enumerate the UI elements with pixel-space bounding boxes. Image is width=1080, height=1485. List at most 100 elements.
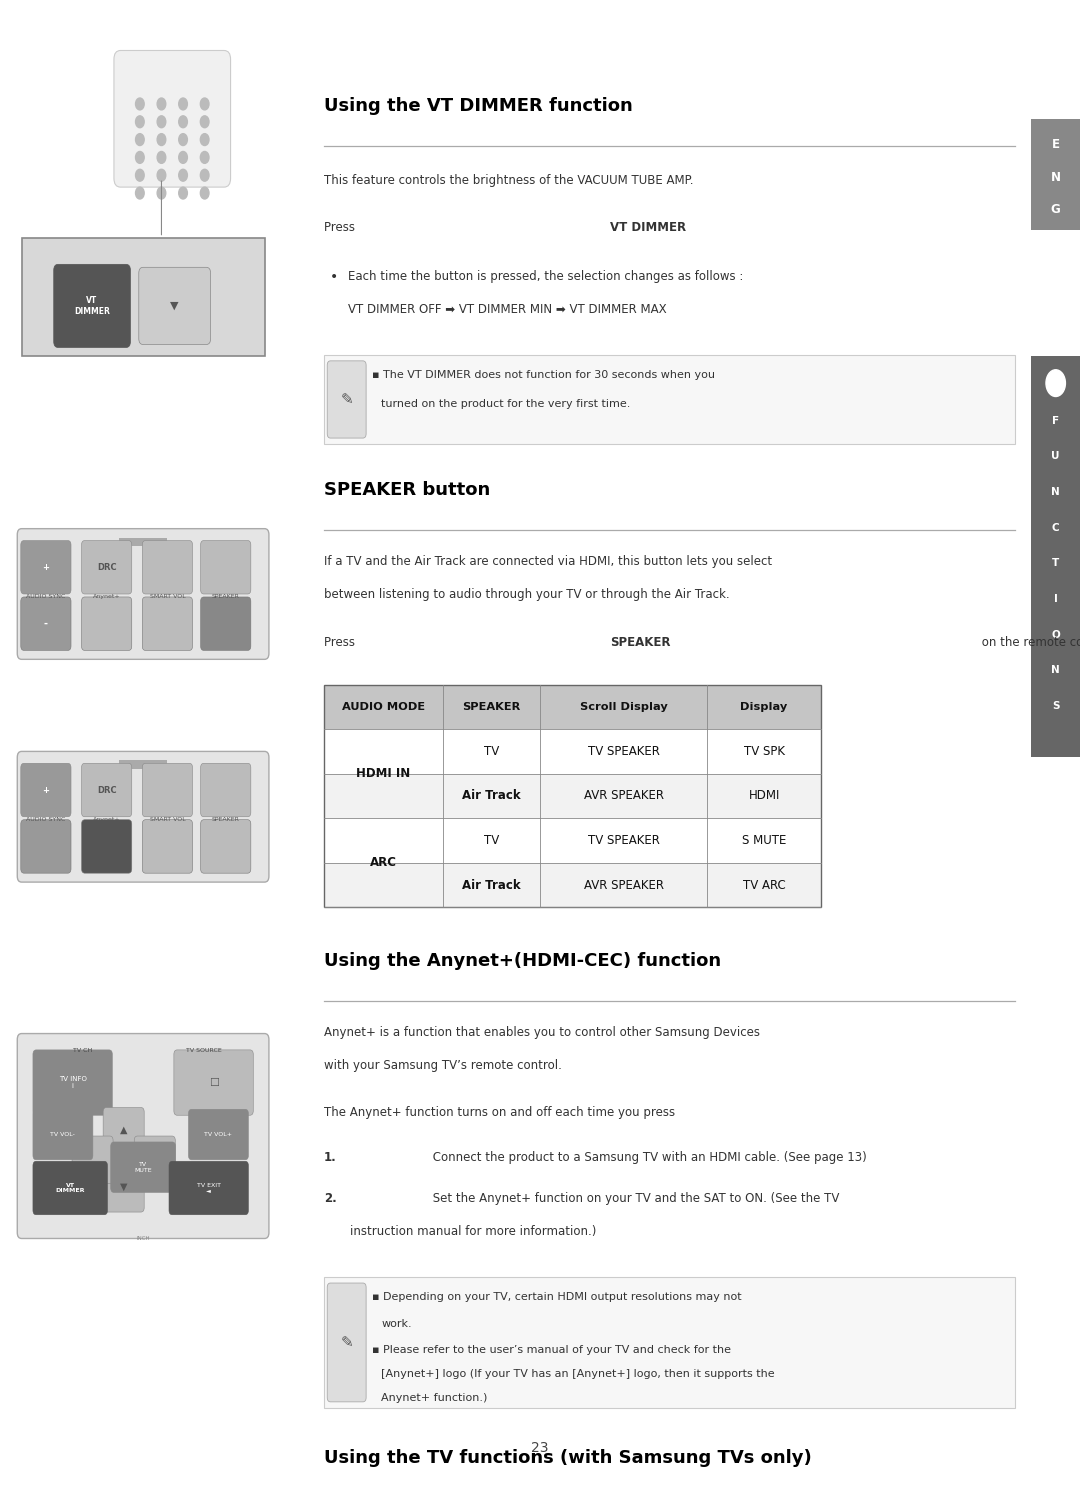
FancyBboxPatch shape xyxy=(114,50,231,187)
FancyBboxPatch shape xyxy=(21,541,71,594)
FancyBboxPatch shape xyxy=(1031,356,1080,757)
Text: TV VOL-: TV VOL- xyxy=(51,1132,76,1138)
Text: Using the Anynet+(HDMI-CEC) function: Using the Anynet+(HDMI-CEC) function xyxy=(324,952,721,970)
FancyBboxPatch shape xyxy=(72,1136,113,1184)
Circle shape xyxy=(179,151,188,163)
Text: 1.: 1. xyxy=(324,1151,337,1164)
Text: Using the VT DIMMER function: Using the VT DIMMER function xyxy=(324,97,633,114)
FancyBboxPatch shape xyxy=(327,361,366,438)
FancyBboxPatch shape xyxy=(201,820,251,873)
Circle shape xyxy=(136,187,145,199)
FancyBboxPatch shape xyxy=(324,863,821,907)
FancyBboxPatch shape xyxy=(17,1034,269,1238)
Text: VT DIMMER OFF ➡ VT DIMMER MIN ➡ VT DIMMER MAX: VT DIMMER OFF ➡ VT DIMMER MIN ➡ VT DIMME… xyxy=(348,303,666,316)
Circle shape xyxy=(136,98,145,110)
FancyBboxPatch shape xyxy=(82,763,132,817)
Text: C: C xyxy=(1052,523,1059,533)
Text: INCH: INCH xyxy=(136,1236,150,1240)
Text: AUDIO SYNC: AUDIO SYNC xyxy=(26,817,66,821)
FancyBboxPatch shape xyxy=(104,1108,145,1155)
FancyBboxPatch shape xyxy=(170,1161,248,1215)
Text: VT
DIMMER: VT DIMMER xyxy=(55,1182,85,1194)
Circle shape xyxy=(201,187,210,199)
FancyBboxPatch shape xyxy=(1031,119,1080,230)
FancyBboxPatch shape xyxy=(119,760,167,769)
Text: S: S xyxy=(1052,701,1059,711)
Circle shape xyxy=(201,134,210,146)
FancyBboxPatch shape xyxy=(324,818,821,863)
Text: Anynet+ function.): Anynet+ function.) xyxy=(381,1393,487,1403)
Text: SPEAKER: SPEAKER xyxy=(610,636,671,649)
Text: instruction manual for more information.): instruction manual for more information.… xyxy=(350,1225,596,1238)
Circle shape xyxy=(1045,370,1066,396)
Text: ▪ Please refer to the user’s manual of your TV and check for the: ▪ Please refer to the user’s manual of y… xyxy=(372,1345,730,1356)
FancyBboxPatch shape xyxy=(143,541,192,594)
Text: -: - xyxy=(44,619,48,628)
FancyBboxPatch shape xyxy=(33,1161,108,1215)
Text: TV SPEAKER: TV SPEAKER xyxy=(588,745,660,757)
Text: Air Track: Air Track xyxy=(462,790,521,802)
FancyBboxPatch shape xyxy=(82,541,132,594)
Text: DRC: DRC xyxy=(97,786,117,794)
Circle shape xyxy=(136,134,145,146)
Text: Anynet+ is a function that enables you to control other Samsung Devices: Anynet+ is a function that enables you t… xyxy=(324,1026,760,1040)
Text: 2.: 2. xyxy=(324,1192,337,1206)
Circle shape xyxy=(179,169,188,181)
FancyBboxPatch shape xyxy=(324,729,821,774)
Text: TV: TV xyxy=(484,745,499,757)
FancyBboxPatch shape xyxy=(111,1142,175,1192)
Text: SPEAKER button: SPEAKER button xyxy=(324,481,490,499)
Text: with your Samsung TV’s remote control.: with your Samsung TV’s remote control. xyxy=(324,1059,562,1072)
Circle shape xyxy=(158,169,165,181)
FancyBboxPatch shape xyxy=(82,597,132,650)
Text: Display: Display xyxy=(741,702,787,711)
FancyBboxPatch shape xyxy=(201,597,251,650)
Text: •: • xyxy=(329,270,338,284)
FancyBboxPatch shape xyxy=(21,820,71,873)
Circle shape xyxy=(158,187,165,199)
Text: Anynet+: Anynet+ xyxy=(93,817,121,821)
FancyBboxPatch shape xyxy=(21,763,71,817)
Text: HDMI: HDMI xyxy=(748,790,780,802)
FancyBboxPatch shape xyxy=(201,541,251,594)
Text: T: T xyxy=(1052,558,1059,569)
Circle shape xyxy=(179,187,188,199)
Text: HDMI IN: HDMI IN xyxy=(356,768,410,780)
Circle shape xyxy=(179,98,188,110)
Text: N: N xyxy=(1051,171,1061,184)
Circle shape xyxy=(136,169,145,181)
Text: 23: 23 xyxy=(531,1440,549,1455)
FancyBboxPatch shape xyxy=(104,1164,145,1212)
FancyBboxPatch shape xyxy=(17,751,269,882)
Text: ▼: ▼ xyxy=(120,1182,127,1192)
Text: ARC: ARC xyxy=(369,857,397,869)
Text: +: + xyxy=(42,786,50,794)
Circle shape xyxy=(201,98,210,110)
Text: between listening to audio through your TV or through the Air Track.: between listening to audio through your … xyxy=(324,588,730,601)
FancyBboxPatch shape xyxy=(33,1050,112,1115)
Text: Press: Press xyxy=(324,221,359,235)
Circle shape xyxy=(158,116,165,128)
Text: ✎: ✎ xyxy=(340,392,353,407)
Text: ▪ The VT DIMMER does not function for 30 seconds when you: ▪ The VT DIMMER does not function for 30… xyxy=(372,370,715,380)
Text: SMART VOL: SMART VOL xyxy=(149,817,186,821)
Text: SMART VOL: SMART VOL xyxy=(149,594,186,598)
Text: SPEAKER: SPEAKER xyxy=(212,817,240,821)
Text: N: N xyxy=(1051,665,1061,676)
Circle shape xyxy=(179,116,188,128)
Circle shape xyxy=(201,151,210,163)
Text: TV SPEAKER: TV SPEAKER xyxy=(588,835,660,846)
FancyBboxPatch shape xyxy=(324,1277,1015,1408)
Text: ▲: ▲ xyxy=(120,1124,127,1135)
Text: Press: Press xyxy=(324,636,359,649)
Text: DRC: DRC xyxy=(97,563,117,572)
Text: +: + xyxy=(42,563,50,572)
Text: TV
MUTE: TV MUTE xyxy=(134,1161,152,1173)
Circle shape xyxy=(158,98,165,110)
Text: Air Track: Air Track xyxy=(462,879,521,891)
Text: on the remote control of this unit.: on the remote control of this unit. xyxy=(978,636,1080,649)
Text: I: I xyxy=(1054,594,1057,604)
Text: Each time the button is pressed, the selection changes as follows :: Each time the button is pressed, the sel… xyxy=(348,270,743,284)
Text: N: N xyxy=(1051,487,1061,497)
Text: [Anynet+] logo (If your TV has an [Anynet+] logo, then it supports the: [Anynet+] logo (If your TV has an [Anyne… xyxy=(381,1369,774,1380)
